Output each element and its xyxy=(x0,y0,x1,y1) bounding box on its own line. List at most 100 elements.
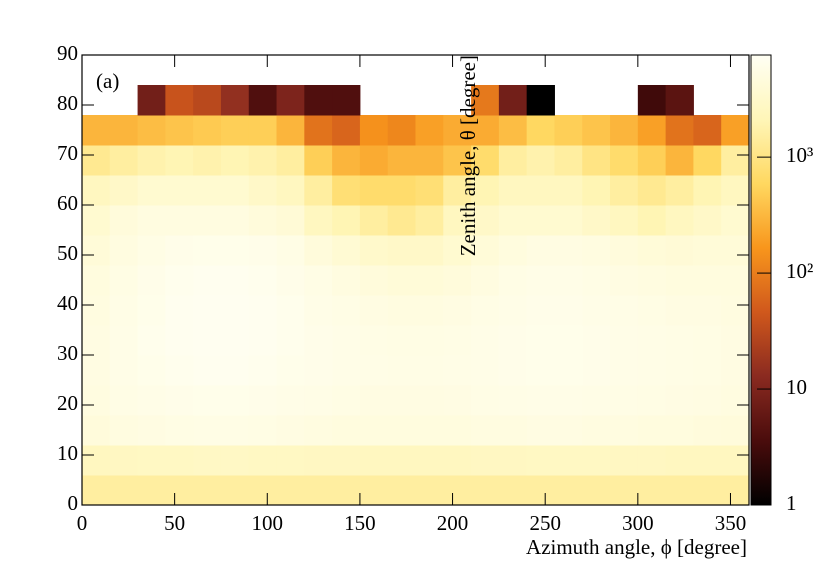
heatmap-cell xyxy=(82,205,111,236)
colorbar-tick-label: 1 xyxy=(786,491,797,515)
y-tick-label: 20 xyxy=(57,391,78,415)
heatmap-cell xyxy=(165,445,194,476)
x-tick-label: 350 xyxy=(715,511,747,535)
heatmap-cell xyxy=(693,205,722,236)
heatmap-cell xyxy=(415,325,444,356)
heatmap-cell xyxy=(498,235,528,266)
heatmap-cell xyxy=(359,205,389,236)
heatmap-cell xyxy=(721,475,750,506)
heatmap-cell xyxy=(498,175,528,206)
heatmap-cell xyxy=(610,295,639,326)
heatmap-cell xyxy=(443,415,472,446)
heatmap-cell xyxy=(109,475,139,506)
heatmap-cell xyxy=(554,205,583,236)
heatmap-cell xyxy=(443,115,472,146)
colorbar xyxy=(750,54,772,506)
heatmap-cell xyxy=(220,115,250,146)
heatmap-cell xyxy=(721,415,750,446)
heatmap-cell xyxy=(582,415,611,446)
heatmap-cell xyxy=(526,235,555,266)
heatmap-cell xyxy=(498,205,528,236)
heatmap-cell xyxy=(415,175,444,206)
heatmap-cell xyxy=(443,175,472,206)
heatmap-cell xyxy=(637,265,667,296)
heatmap-cell xyxy=(387,235,416,266)
heatmap-cell xyxy=(526,265,555,296)
heatmap-cell xyxy=(693,175,722,206)
heatmap-cell xyxy=(637,475,667,506)
heatmap-cell xyxy=(665,475,694,506)
heatmap-cell xyxy=(637,175,667,206)
heatmap-cell xyxy=(248,175,278,206)
heatmap-cell xyxy=(471,385,500,416)
heatmap-cell xyxy=(721,175,750,206)
heatmap-cell xyxy=(554,475,583,506)
heatmap-cell xyxy=(332,325,361,356)
plot-frame xyxy=(81,54,750,506)
heatmap-cell xyxy=(693,415,722,446)
heatmap-cell xyxy=(193,445,222,476)
heatmap-cell xyxy=(693,355,722,386)
heatmap-cell xyxy=(554,265,583,296)
heatmap-cells xyxy=(82,85,750,506)
heatmap-cell xyxy=(498,325,528,356)
heatmap-cell xyxy=(193,325,222,356)
heatmap-cell xyxy=(304,385,333,416)
heatmap-cell xyxy=(248,385,278,416)
heatmap-cell xyxy=(554,445,583,476)
heatmap-cell xyxy=(610,265,639,296)
heatmap-cell xyxy=(82,265,111,296)
heatmap-cell xyxy=(304,415,333,446)
heatmap-cell xyxy=(721,235,750,266)
heatmap-cell xyxy=(276,325,305,356)
heatmap-cell xyxy=(193,175,222,206)
heatmap-cell xyxy=(498,475,528,506)
heatmap-cell xyxy=(443,265,472,296)
heatmap-cell xyxy=(193,355,222,386)
y-tick-label: 90 xyxy=(57,41,78,65)
heatmap-cell xyxy=(304,115,333,146)
heatmap-cell xyxy=(665,445,694,476)
heatmap-cell xyxy=(526,325,555,356)
heatmap-cell xyxy=(471,445,500,476)
heatmap-cell xyxy=(82,355,111,386)
heatmap-cell xyxy=(721,325,750,356)
y-tick-label: 0 xyxy=(68,491,79,515)
heatmap-cell xyxy=(276,475,305,506)
heatmap-cell xyxy=(415,355,444,386)
heatmap-cell xyxy=(276,205,305,236)
heatmap-cell xyxy=(137,235,166,266)
heatmap-cell xyxy=(610,385,639,416)
heatmap-cell xyxy=(332,235,361,266)
heatmap-cell xyxy=(471,85,500,116)
heatmap-cell xyxy=(526,85,555,116)
heatmap-cell xyxy=(693,325,722,356)
heatmap-cell xyxy=(304,235,333,266)
heatmap-cell xyxy=(82,295,111,326)
heatmap-cell xyxy=(582,385,611,416)
x-tick-label: 50 xyxy=(164,511,185,535)
heatmap-cell xyxy=(693,235,722,266)
heatmap-cell xyxy=(665,205,694,236)
heatmap-cell xyxy=(359,115,389,146)
heatmap-cell xyxy=(387,445,416,476)
heatmap-cell xyxy=(109,235,139,266)
heatmap-cell xyxy=(498,355,528,386)
heatmap-cell xyxy=(610,475,639,506)
heatmap-cell xyxy=(193,415,222,446)
heatmap-cell xyxy=(248,205,278,236)
heatmap-cell xyxy=(276,385,305,416)
heatmap-cell xyxy=(637,385,667,416)
heatmap-cell xyxy=(498,295,528,326)
heatmap-cell xyxy=(193,265,222,296)
heatmap-cell xyxy=(332,265,361,296)
heatmap-cell xyxy=(165,355,194,386)
heatmap-cell xyxy=(665,325,694,356)
heatmap-cell xyxy=(193,235,222,266)
heatmap-cell xyxy=(554,295,583,326)
heatmap-cell xyxy=(582,175,611,206)
heatmap-cell xyxy=(554,355,583,386)
heatmap-cell xyxy=(304,205,333,236)
heatmap-cell xyxy=(109,295,139,326)
heatmap-cell xyxy=(471,355,500,386)
